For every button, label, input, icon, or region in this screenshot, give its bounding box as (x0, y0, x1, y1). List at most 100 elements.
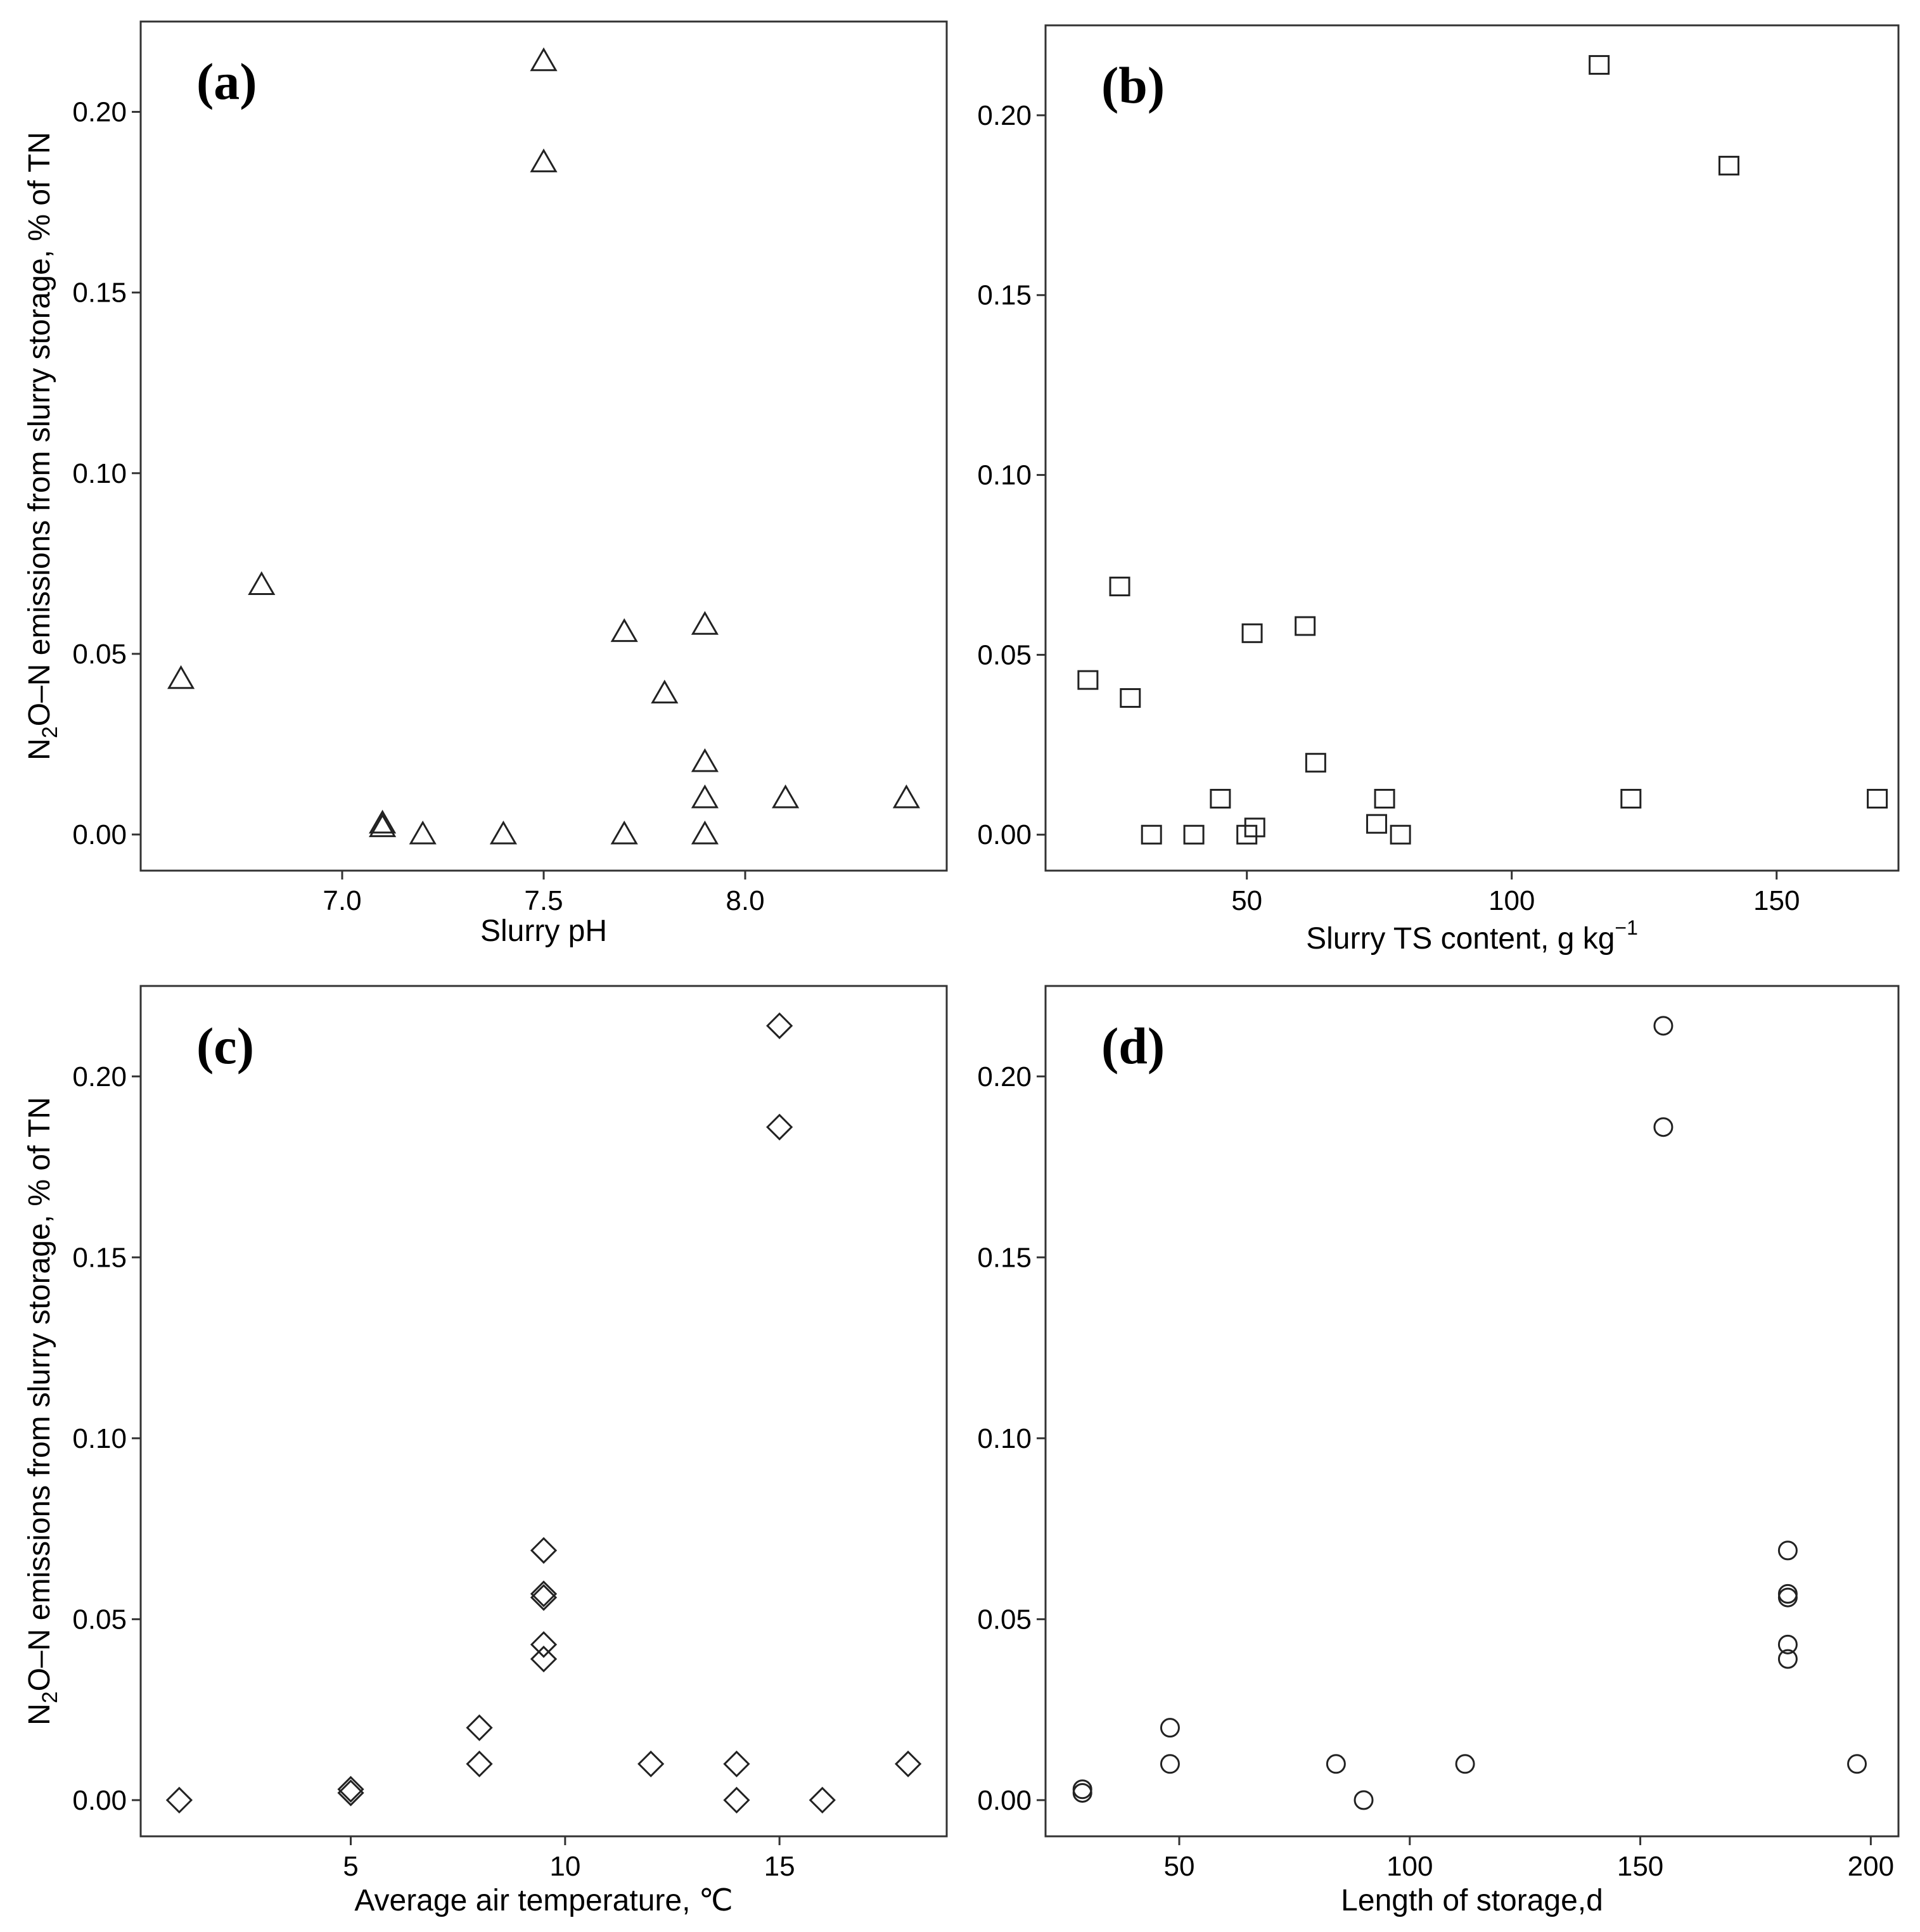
y-tick-label: 0.00 (977, 1785, 1032, 1816)
panel-d: 0.00 0.05 0.10 0.15 0.20 50 100 150 200 Length of… (977, 985, 1900, 1917)
y-axis-title: N2O–N emissions from slurry storage, % o… (23, 132, 62, 760)
data-point-diamond (637, 1750, 665, 1777)
data-point-square (1718, 155, 1739, 176)
panel-a: 0.00 0.05 0.10 0.15 0.20 7.0 7.5 8.0 Slurry pH N2… (23, 20, 948, 948)
x-tick-label: 100 (1386, 1851, 1433, 1882)
x-tick-label: 10 (549, 1851, 580, 1882)
data-point-square (1366, 814, 1388, 834)
data-point-triangle (530, 47, 558, 72)
x-tick-label: 50 (1231, 885, 1262, 916)
panel-label: (b) (1101, 56, 1165, 114)
data-point-diamond (530, 1631, 558, 1658)
x-tick-label: 5 (343, 1851, 358, 1882)
data-point-triangle (772, 784, 800, 809)
y-tick-label: 0.05 (72, 639, 127, 670)
data-point-diamond (766, 1113, 793, 1141)
data-point-circle (1072, 1779, 1092, 1800)
y-tick-label: 0.10 (977, 460, 1032, 491)
x-tick-label: 7.0 (323, 885, 361, 916)
data-point-triangle (369, 809, 397, 834)
data-point-triangle (892, 784, 920, 809)
data-point-triangle (651, 679, 679, 704)
y-tick-label: 0.10 (72, 458, 127, 489)
data-point-triangle (489, 820, 517, 845)
panel-label: (c) (196, 1017, 254, 1075)
panel-c: 0.00 0.05 0.10 0.15 0.20 5 10 15 Average air tem… (23, 985, 948, 1917)
y-tick-label: 0.20 (72, 97, 127, 128)
x-tick-label: 8.0 (726, 885, 764, 916)
data-point-square (1305, 753, 1326, 773)
x-tick-label: 150 (1753, 885, 1800, 916)
plot-frame (1044, 985, 1900, 1838)
y-tick-label: 0.00 (72, 1785, 127, 1816)
data-point-triangle (610, 820, 638, 845)
data-point-triangle (610, 618, 638, 643)
data-point-diamond (809, 1786, 836, 1814)
data-point-diamond (337, 1775, 364, 1803)
y-tick-label: 0.05 (72, 1604, 127, 1635)
panel-b: 0.00 0.05 0.10 0.15 0.20 50 100 150 Slurry TS co… (977, 24, 1900, 956)
data-point-square (1141, 824, 1162, 845)
y-tick-label: 0.15 (72, 278, 127, 309)
data-point-square (1244, 817, 1265, 838)
data-point-circle (1072, 1782, 1092, 1803)
x-tick-label: 150 (1617, 1851, 1663, 1882)
data-point-diamond (530, 1583, 558, 1611)
data-point-circle (1777, 1540, 1798, 1561)
y-tick-label: 0.00 (72, 819, 127, 850)
data-point-diamond (337, 1779, 364, 1807)
data-point-triangle (248, 571, 276, 596)
data-point-diamond (466, 1714, 493, 1741)
data-point-diamond (723, 1750, 750, 1777)
data-point-square (1374, 788, 1395, 809)
data-point-square (1210, 788, 1231, 809)
data-point-square (1241, 623, 1263, 643)
y-tick-label: 0.20 (977, 100, 1032, 131)
x-axis-title-superscript: −1 (1615, 916, 1637, 939)
plot-frame (1044, 24, 1900, 872)
x-tick-label: 200 (1848, 1851, 1894, 1882)
x-tick-label: 50 (1164, 1851, 1195, 1882)
data-point-circle (1777, 1649, 1798, 1669)
data-point-diamond (723, 1786, 750, 1814)
data-point-diamond (530, 1646, 558, 1673)
data-point-square (1867, 788, 1888, 809)
data-point-square (1183, 824, 1205, 845)
data-point-triangle (691, 784, 719, 809)
data-point-circle (1653, 1016, 1674, 1036)
data-point-diamond (530, 1537, 558, 1564)
x-tick-label: 7.5 (524, 885, 563, 916)
panel-label: (a) (196, 53, 257, 110)
x-axis-title: Average air temperature, ℃ (354, 1884, 733, 1917)
y-tick-label: 0.05 (977, 1604, 1032, 1635)
data-point-square (1236, 824, 1258, 845)
y-tick-label: 0.15 (72, 1242, 127, 1273)
data-point-circle (1777, 1587, 1798, 1608)
data-point-square (1390, 824, 1411, 845)
x-axis-title: Length of storage,d (1341, 1884, 1603, 1917)
data-point-diamond (766, 1012, 793, 1039)
data-point-circle (1160, 1754, 1180, 1774)
data-point-circle (1455, 1754, 1475, 1774)
y-tick-label: 0.00 (977, 819, 1032, 850)
data-point-square (1120, 688, 1141, 708)
data-point-circle (1777, 1583, 1798, 1604)
data-point-circle (1653, 1117, 1674, 1137)
y-tick-label: 0.10 (72, 1423, 127, 1454)
y-tick-label: 0.05 (977, 639, 1032, 670)
data-point-circle (1777, 1634, 1798, 1654)
data-point-circle (1160, 1718, 1180, 1738)
data-point-triangle (369, 813, 397, 838)
data-point-square (1077, 670, 1099, 690)
data-point-square (1109, 577, 1130, 597)
y-axis-title: N2O–N emissions from slurry storage, % o… (23, 1097, 62, 1725)
x-tick-label: 15 (764, 1851, 795, 1882)
data-point-diamond (165, 1786, 193, 1814)
data-point-triangle (691, 611, 719, 635)
y-tick-label: 0.15 (977, 280, 1032, 311)
data-point-diamond (530, 1580, 558, 1608)
data-point-circle (1326, 1754, 1346, 1774)
data-point-diamond (466, 1750, 493, 1777)
panel-label: (d) (1101, 1017, 1165, 1075)
